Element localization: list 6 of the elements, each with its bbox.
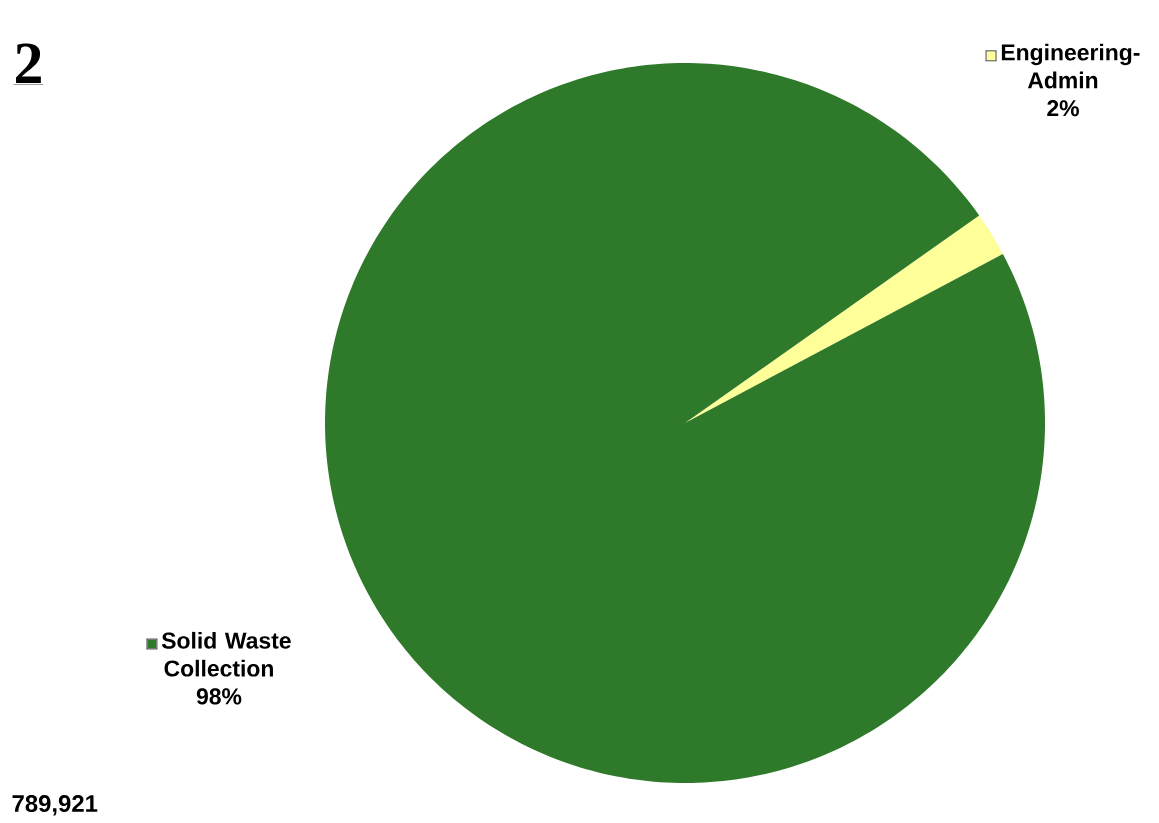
legend-label: Engineering-Admin bbox=[1001, 43, 1140, 89]
data-label: 2% bbox=[1047, 100, 1079, 117]
chart-title: 2 bbox=[16, 43, 41, 84]
text: 789,921 bbox=[12, 795, 98, 816]
legend-label: Solid Waste Collection bbox=[161, 631, 291, 677]
data-label: 98% bbox=[196, 688, 242, 705]
